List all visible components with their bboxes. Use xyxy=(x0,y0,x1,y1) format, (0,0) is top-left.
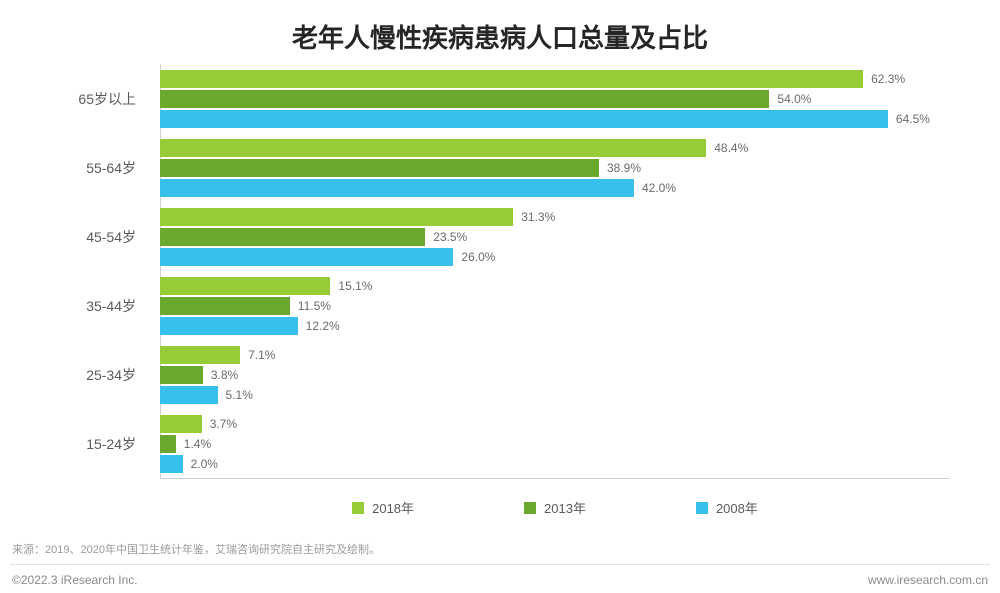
bar-value-label: 3.8% xyxy=(211,368,238,382)
bar-value-label: 48.4% xyxy=(714,141,748,155)
bar-group: 62.3% 54.0% 64.5% xyxy=(160,70,950,128)
bar xyxy=(160,366,203,384)
bar-row: 3.8% xyxy=(160,366,950,384)
legend-swatch xyxy=(352,502,364,514)
bar-value-label: 15.1% xyxy=(338,279,372,293)
page: 老年人慢性疾病患病人口总量及占比 65岁以上 55-64岁 45-54岁 35-44岁… xyxy=(0,0,1000,593)
legend: 2018年 2013年 2008年 xyxy=(160,498,950,517)
y-axis-labels: 65岁以上 55-64岁 45-54岁 35-44岁 25-34岁 15-24岁 xyxy=(0,64,150,479)
bar-value-label: 5.1% xyxy=(226,388,253,402)
bar-row: 23.5% xyxy=(160,228,950,246)
bar-value-label: 3.7% xyxy=(210,417,237,431)
category-label: 65岁以上 xyxy=(0,89,150,109)
bar-row: 26.0% xyxy=(160,248,950,266)
bar xyxy=(160,386,218,404)
bar xyxy=(160,435,176,453)
bar-row: 12.2% xyxy=(160,317,950,335)
bar-value-label: 26.0% xyxy=(461,250,495,264)
bar-group: 7.1% 3.8% 5.1% xyxy=(160,346,950,404)
bar xyxy=(160,317,298,335)
legend-swatch xyxy=(696,502,708,514)
bar-value-label: 64.5% xyxy=(896,112,930,126)
category-label: 35-44岁 xyxy=(0,296,150,316)
site-url: www.iresearch.com.cn xyxy=(868,573,988,587)
bar xyxy=(160,455,183,473)
category-label: 25-34岁 xyxy=(0,365,150,385)
bar-group: 3.7% 1.4% 2.0% xyxy=(160,415,950,473)
bar-row: 15.1% xyxy=(160,277,950,295)
legend-item: 2008年 xyxy=(696,498,758,517)
bar-value-label: 42.0% xyxy=(642,181,676,195)
bar-row: 64.5% xyxy=(160,110,950,128)
bar xyxy=(160,159,599,177)
bar-row: 42.0% xyxy=(160,179,950,197)
bar xyxy=(160,110,888,128)
bar-group: 15.1% 11.5% 12.2% xyxy=(160,277,950,335)
footer-separator xyxy=(10,564,990,565)
category-label: 55-64岁 xyxy=(0,158,150,178)
legend-item: 2013年 xyxy=(524,498,586,517)
bar xyxy=(160,70,863,88)
legend-label: 2018年 xyxy=(372,498,414,517)
bar xyxy=(160,179,634,197)
legend-item: 2018年 xyxy=(352,498,414,517)
legend-swatch xyxy=(524,502,536,514)
bar-group: 48.4% 38.9%42.0% xyxy=(160,139,950,197)
bar-row: 5.1% xyxy=(160,386,950,404)
bar-value-label: 11.5% xyxy=(298,299,331,313)
source-note: 来源：2019、2020年中国卫生统计年鉴，艾瑞咨询研究院自主研究及绘制。 xyxy=(12,541,380,557)
bar xyxy=(160,346,240,364)
bar-row: 54.0% xyxy=(160,90,950,108)
bar-groups: 62.3% 54.0% 64.5% 48.4% 38.9%42.0% 31.3% 23.5%… xyxy=(160,64,950,479)
chart-title: 老年人慢性疾病患病人口总量及占比 xyxy=(0,0,1000,55)
chart-area: 65岁以上 55-64岁 45-54岁 35-44岁 25-34岁 15-24岁 62.3… xyxy=(0,64,1000,523)
bar xyxy=(160,228,425,246)
bar-value-label: 31.3% xyxy=(521,210,555,224)
footer: ©2022.3 iResearch Inc. www.iresearch.com… xyxy=(0,573,1000,587)
category-label: 45-54岁 xyxy=(0,227,150,247)
bar-value-label: 54.0% xyxy=(777,92,811,106)
bar-row: 3.7% xyxy=(160,415,950,433)
bar-value-label: 62.3% xyxy=(871,72,905,86)
bar-value-label: 1.4% xyxy=(184,437,211,451)
bar-row: 7.1% xyxy=(160,346,950,364)
bar-row: 2.0% xyxy=(160,455,950,473)
bar-group: 31.3% 23.5% 26.0% xyxy=(160,208,950,266)
bar xyxy=(160,90,769,108)
bar xyxy=(160,415,202,433)
category-label: 15-24岁 xyxy=(0,434,150,454)
bar-row: 31.3% xyxy=(160,208,950,226)
bar-row: 11.5% xyxy=(160,297,950,315)
bar xyxy=(160,208,513,226)
bar xyxy=(160,248,453,266)
copyright-text: ©2022.3 iResearch Inc. xyxy=(12,573,138,587)
bar xyxy=(160,139,706,157)
bar-value-label: 38.9% xyxy=(607,161,641,175)
bar-row: 38.9% xyxy=(160,159,950,177)
bar-value-label: 23.5% xyxy=(433,230,467,244)
bar xyxy=(160,297,290,315)
bar-value-label: 12.2% xyxy=(306,319,340,333)
bar xyxy=(160,277,330,295)
legend-label: 2008年 xyxy=(716,498,758,517)
bar-row: 1.4% xyxy=(160,435,950,453)
bar-value-label: 2.0% xyxy=(191,457,218,471)
legend-label: 2013年 xyxy=(544,498,586,517)
bar-value-label: 7.1% xyxy=(248,348,275,362)
bar-row: 48.4% xyxy=(160,139,950,157)
bar-row: 62.3% xyxy=(160,70,950,88)
